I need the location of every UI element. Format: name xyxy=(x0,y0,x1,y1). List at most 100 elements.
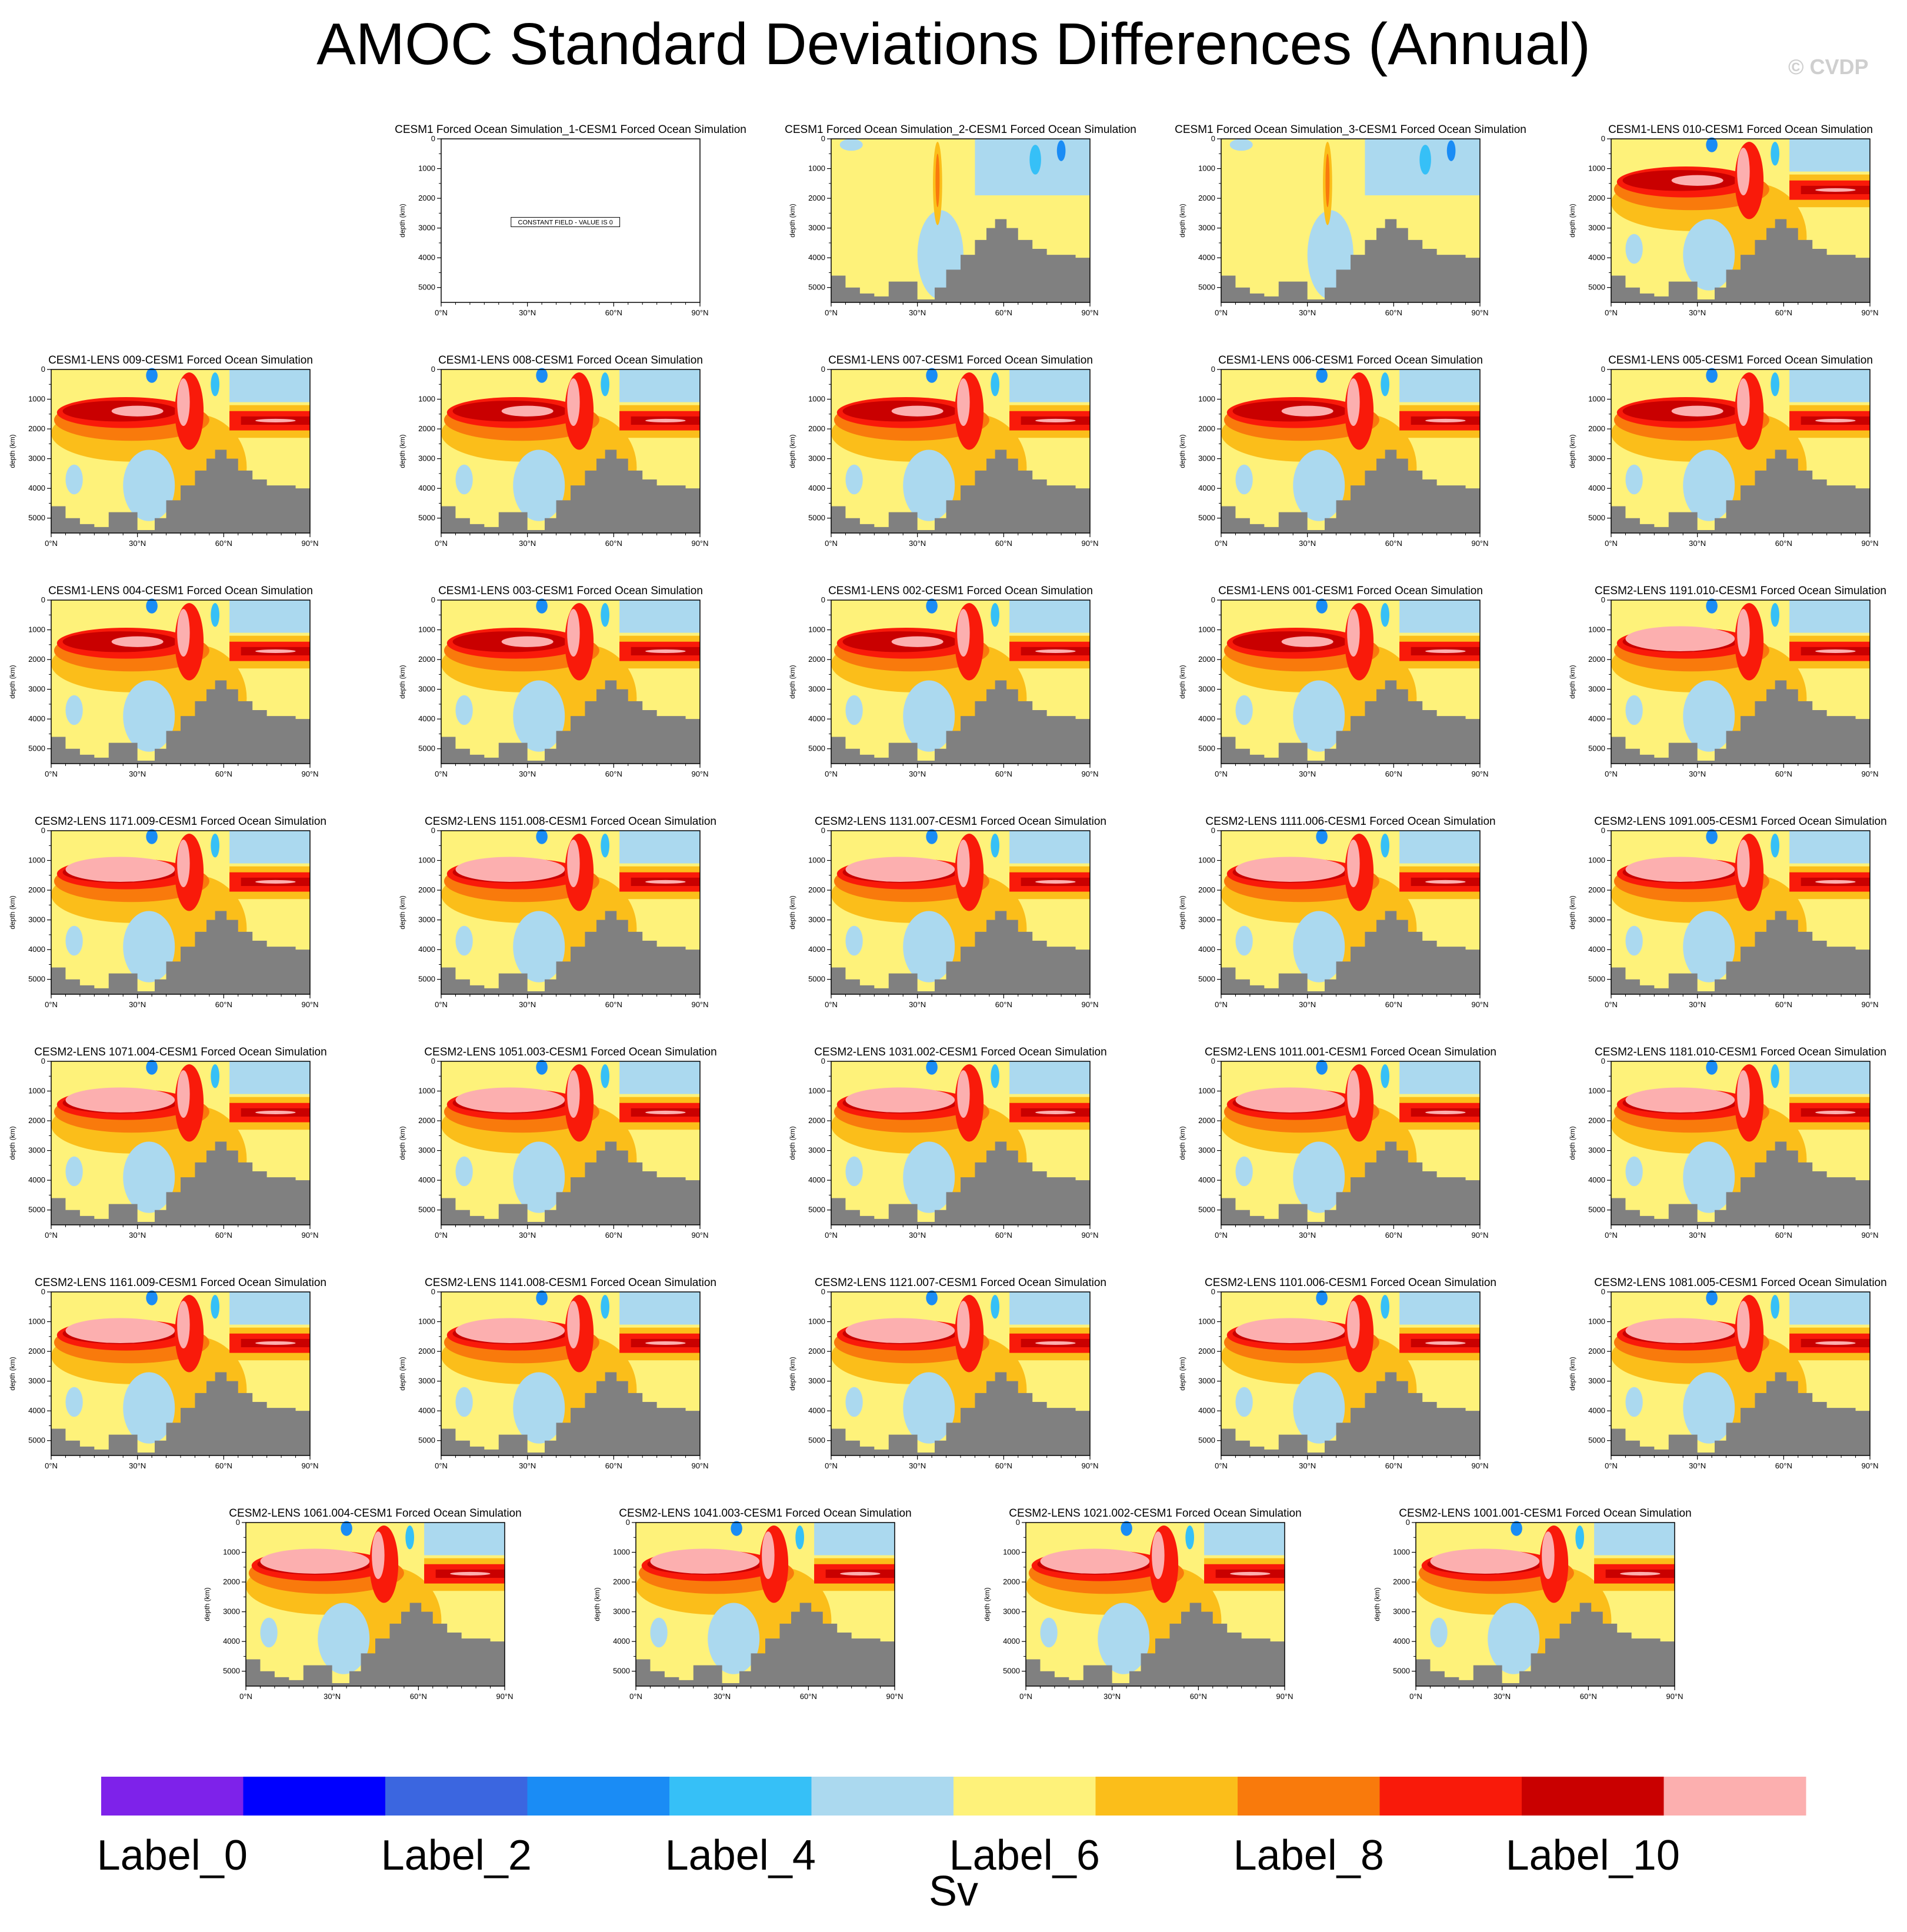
panel-title: CESM2-LENS 1191.010-CESM1 Forced Ocean S… xyxy=(1595,585,1886,597)
y-tick-label: 1000 xyxy=(28,395,45,404)
x-tick-label: 60°N xyxy=(215,770,232,778)
x-tick-label: 30°N xyxy=(1689,1231,1706,1240)
contour-band xyxy=(839,139,863,151)
y-tick-label: 3000 xyxy=(808,224,825,232)
y-tick-label: 0 xyxy=(1211,595,1215,604)
x-tick-label: 60°N xyxy=(1385,1231,1402,1240)
x-tick-label: 60°N xyxy=(605,539,622,548)
y-tick-label: 4000 xyxy=(418,945,435,954)
contour-band xyxy=(1381,1295,1390,1319)
contour-band xyxy=(926,598,938,614)
y-tick-label: 0 xyxy=(431,134,435,143)
y-tick-label: 4000 xyxy=(808,1175,825,1184)
panel-title: CESM1-LENS 003-CESM1 Forced Ocean Simula… xyxy=(438,585,703,597)
contour-band xyxy=(845,1318,955,1343)
y-tick-label: 1000 xyxy=(223,1548,240,1557)
contour-band xyxy=(645,1341,686,1345)
bathymetry xyxy=(441,1141,700,1225)
y-tick-label: 3000 xyxy=(808,1377,825,1385)
contour-band xyxy=(1399,369,1480,402)
y-tick-label: 4000 xyxy=(808,484,825,492)
panel-title: CESM1 Forced Ocean Simulation_3-CESM1 Fo… xyxy=(1175,124,1526,136)
contour-band xyxy=(903,449,955,521)
bathymetry xyxy=(831,680,1090,764)
y-tick-label: 1000 xyxy=(1588,164,1605,173)
x-tick-label: 90°N xyxy=(1861,539,1878,548)
contour-band xyxy=(341,1521,352,1536)
contour-band xyxy=(601,372,609,397)
y-tick-label: 1000 xyxy=(1588,1087,1605,1095)
x-tick-label: 60°N xyxy=(605,308,622,317)
y-tick-label: 3000 xyxy=(1198,685,1215,694)
y-tick-label: 2000 xyxy=(28,1347,45,1355)
bathymetry xyxy=(1611,1372,1870,1455)
contour-band xyxy=(1009,600,1090,633)
x-tick-label: 0°N xyxy=(1215,308,1228,317)
contour-band xyxy=(1399,1292,1480,1325)
x-tick-label: 90°N xyxy=(1471,1000,1488,1009)
y-tick-label: 4000 xyxy=(1198,253,1215,262)
y-tick-label: 3000 xyxy=(1198,224,1215,232)
y-tick-label: 0 xyxy=(1211,826,1215,835)
x-tick-label: 90°N xyxy=(691,1231,708,1240)
panel: CESM1-LENS 009-CESM1 Forced Ocean Simula… xyxy=(8,354,319,548)
panel-title: CESM2-LENS 1131.007-CESM1 Forced Ocean S… xyxy=(815,815,1106,828)
x-tick-label: 90°N xyxy=(691,770,708,778)
x-tick-label: 0°N xyxy=(435,770,448,778)
contour-band xyxy=(536,1290,548,1305)
contour-band xyxy=(536,368,548,383)
y-tick-label: 5000 xyxy=(1588,1205,1605,1214)
contour-band xyxy=(1683,219,1735,291)
y-tick-label: 1000 xyxy=(418,1087,435,1095)
x-tick-label: 30°N xyxy=(1689,1461,1706,1470)
x-tick-label: 60°N xyxy=(1775,770,1792,778)
y-tick-label: 2000 xyxy=(418,885,435,894)
contour-band xyxy=(123,1372,175,1444)
contour-band xyxy=(1381,372,1390,397)
y-tick-label: 0 xyxy=(41,1057,45,1065)
x-tick-label: 60°N xyxy=(605,770,622,778)
colorbar-swatch xyxy=(669,1777,812,1816)
y-axis-label: depth (km) xyxy=(788,434,796,468)
y-axis-label: depth (km) xyxy=(398,895,406,929)
contour-band xyxy=(1381,1064,1390,1088)
y-tick-label: 5000 xyxy=(1198,975,1215,984)
y-tick-label: 2000 xyxy=(808,424,825,433)
x-tick-label: 90°N xyxy=(301,1461,318,1470)
panel: CESM2-LENS 1071.004-CESM1 Forced Ocean S… xyxy=(8,1046,327,1240)
contour-band xyxy=(1815,188,1856,192)
y-tick-label: 2000 xyxy=(28,655,45,664)
contour-band xyxy=(991,1064,999,1088)
contour-band xyxy=(111,636,164,647)
y-tick-label: 5000 xyxy=(418,975,435,984)
contour-band xyxy=(455,1087,565,1112)
x-tick-label: 90°N xyxy=(1081,770,1098,778)
bathymetry xyxy=(1221,219,1480,302)
contour-band xyxy=(513,1372,565,1444)
x-tick-label: 90°N xyxy=(1471,308,1488,317)
colorbar-swatch xyxy=(954,1777,1096,1816)
contour-band xyxy=(177,1301,190,1349)
contour-band xyxy=(1009,831,1090,864)
contour-band xyxy=(1511,1521,1522,1536)
panel-grid: CESM1 Forced Ocean Simulation_1-CESM1 Fo… xyxy=(8,124,1887,1701)
y-axis-label: depth (km) xyxy=(1568,1357,1576,1390)
contour-band xyxy=(926,829,938,844)
y-tick-label: 0 xyxy=(1211,365,1215,374)
y-tick-label: 2000 xyxy=(1198,655,1215,664)
y-tick-label: 1000 xyxy=(613,1548,630,1557)
x-tick-label: 90°N xyxy=(1861,308,1878,317)
x-tick-label: 30°N xyxy=(519,1461,536,1470)
contour-band xyxy=(645,880,686,884)
contour-band xyxy=(1035,649,1076,653)
y-tick-label: 0 xyxy=(821,826,825,835)
panel: CESM1-LENS 006-CESM1 Forced Ocean Simula… xyxy=(1178,354,1489,548)
y-tick-label: 0 xyxy=(41,826,45,835)
panel: CESM1-LENS 004-CESM1 Forced Ocean Simula… xyxy=(8,585,319,778)
x-tick-label: 0°N xyxy=(1605,539,1618,548)
y-tick-label: 2000 xyxy=(808,1347,825,1355)
contour-band xyxy=(1381,603,1390,627)
contour-band xyxy=(1281,636,1333,647)
contour-band xyxy=(1316,1290,1328,1305)
contour-band xyxy=(845,1156,863,1187)
